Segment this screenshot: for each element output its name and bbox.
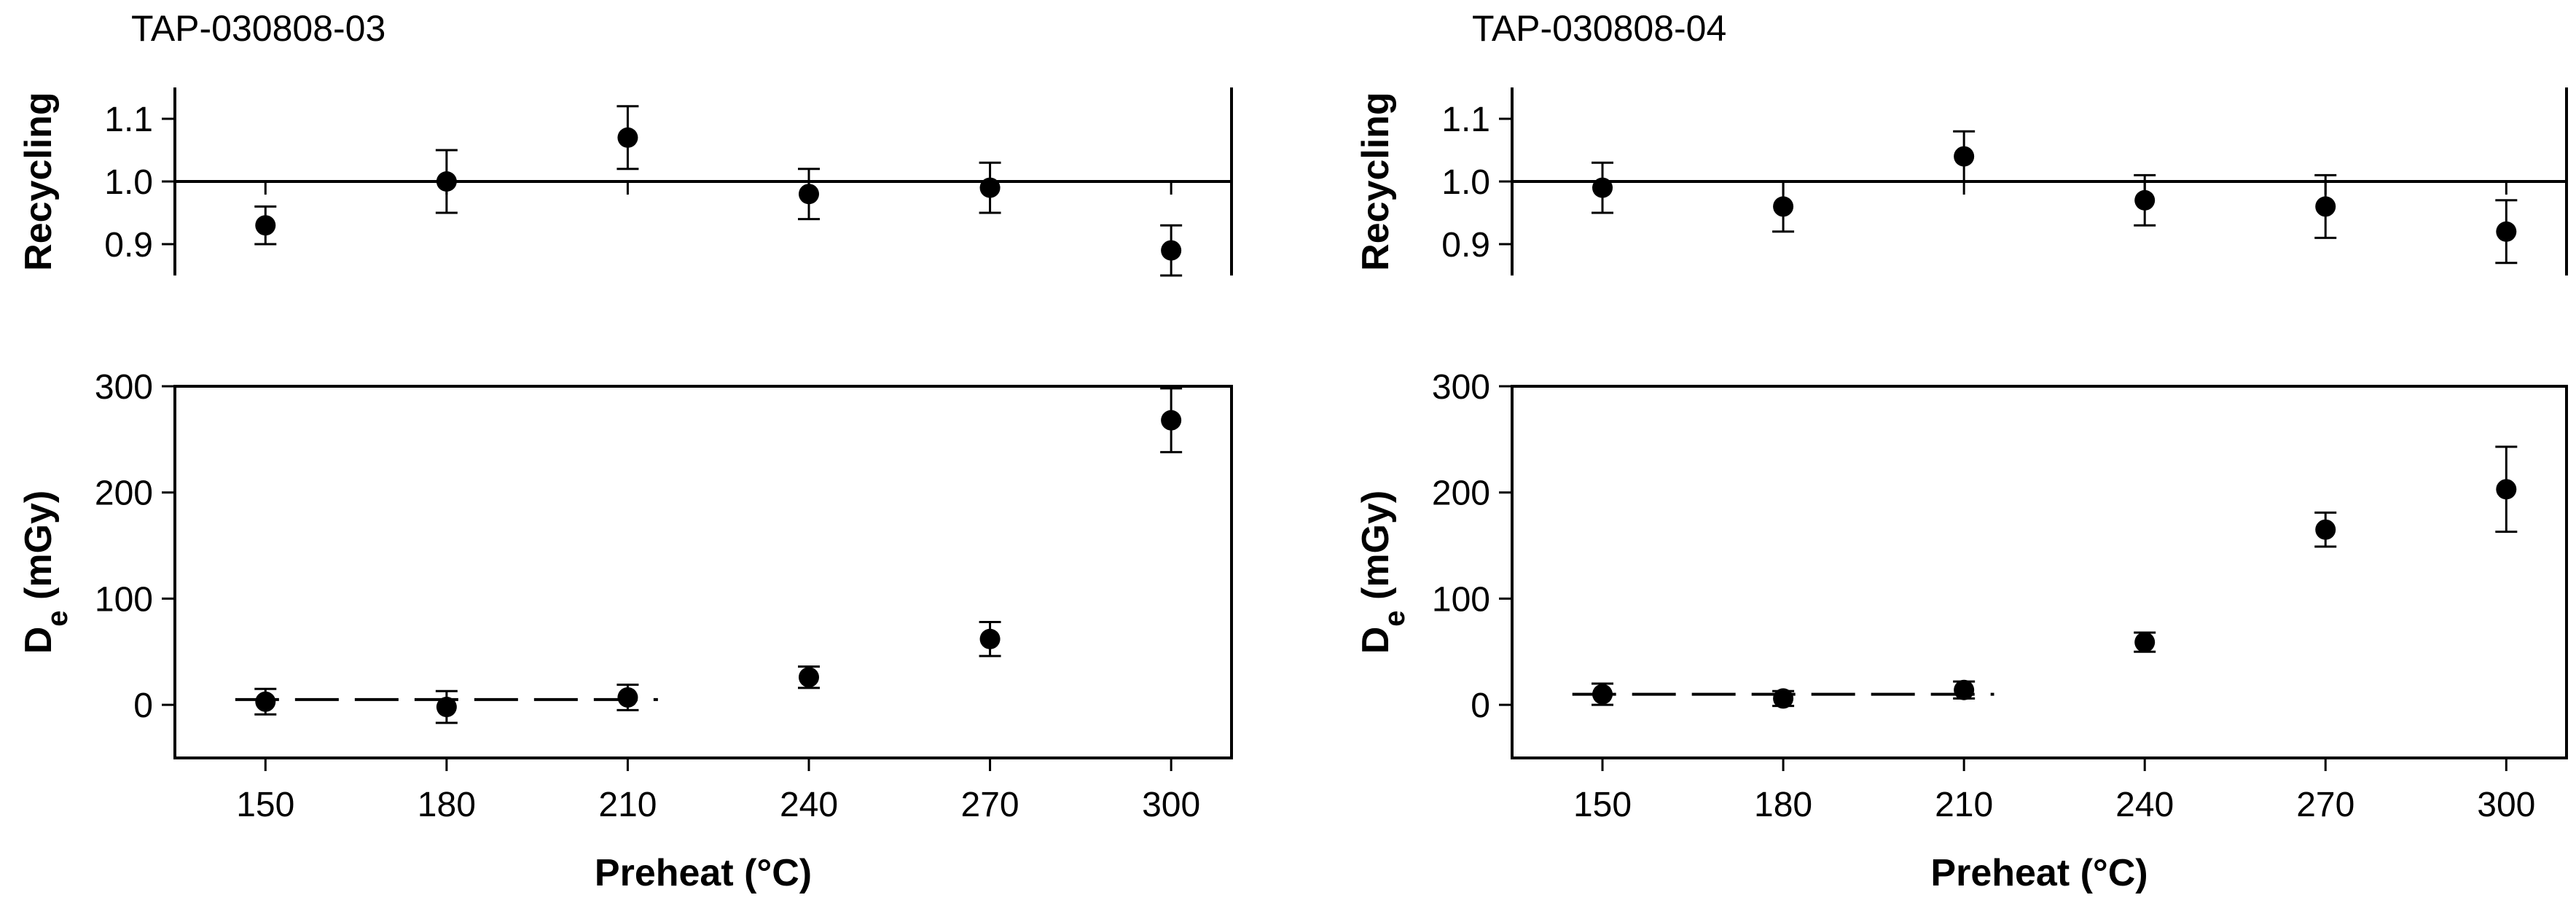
y-tick-label: 0.9 xyxy=(104,226,153,265)
chart-title-left: TAP-030808-03 xyxy=(131,8,386,49)
data-point xyxy=(1773,196,1794,217)
y-axis-label: De (mGy) xyxy=(17,490,74,654)
data-point xyxy=(436,697,457,718)
panel-recycling: 0.9 1.0 1.1 Recycling xyxy=(1355,87,2568,275)
chart-title-right: TAP-030808-04 xyxy=(1472,8,1727,49)
data-point xyxy=(2315,519,2336,540)
data-point xyxy=(617,127,638,148)
data-point xyxy=(2315,196,2336,217)
data-point xyxy=(436,171,457,192)
y-tick-label: 100 xyxy=(1432,580,1490,619)
y-tick-label: 0 xyxy=(1471,687,1490,725)
data-point xyxy=(2496,221,2517,242)
data-point xyxy=(1161,240,1182,261)
data-point xyxy=(979,628,1001,649)
x-tick-label: 300 xyxy=(1142,786,1200,824)
y-tick-label: 300 xyxy=(1432,368,1490,407)
x-tick-label: 210 xyxy=(598,786,657,824)
data-point xyxy=(799,667,819,688)
plot-frame xyxy=(1511,385,2568,759)
plot-frame xyxy=(173,385,1233,759)
x-tick-label: 240 xyxy=(780,786,838,824)
chart-left: 0.9 1.0 1.1 Recycling 150 180 210 240 270 300 Preh… xyxy=(17,87,1233,894)
y-tick-label: 300 xyxy=(95,368,153,407)
data-point xyxy=(2496,479,2517,500)
data-point xyxy=(1592,684,1613,705)
data-point xyxy=(255,691,276,712)
x-tick-label: 150 xyxy=(1573,786,1632,824)
panel-de: 150 180 210 240 270 300 Preheat (°C) 0 100 200 300… xyxy=(1355,368,2568,894)
y-tick-label: 200 xyxy=(95,474,153,513)
y-axis-label: Recycling xyxy=(17,92,60,271)
data-point xyxy=(1954,679,1975,700)
y-axis-label: Recycling xyxy=(1355,92,1397,271)
x-tick-label: 240 xyxy=(2115,786,2174,824)
x-axis-label: Preheat (°C) xyxy=(595,852,812,894)
y-tick-label: 0.9 xyxy=(1441,226,1490,265)
x-tick-label: 270 xyxy=(961,786,1019,824)
data-point xyxy=(1161,410,1182,431)
data-point xyxy=(979,177,1001,198)
data-point xyxy=(255,215,276,236)
panel-de: 150 180 210 240 270 300 Preheat (°C) 0 100 200 300… xyxy=(17,368,1233,894)
x-tick-label: 270 xyxy=(2296,786,2354,824)
y-tick-label: 1.0 xyxy=(104,163,153,202)
data-point xyxy=(2134,189,2156,211)
x-tick-label: 210 xyxy=(1935,786,1993,824)
data-point xyxy=(1954,146,1975,167)
data-point xyxy=(1592,177,1613,198)
x-tick-label: 180 xyxy=(418,786,476,824)
y-tick-label: 0 xyxy=(133,687,153,725)
y-tick-label: 1.1 xyxy=(104,101,153,139)
data-point xyxy=(1773,688,1794,709)
x-tick-label: 180 xyxy=(1754,786,1812,824)
data-point xyxy=(617,687,638,708)
x-tick-label: 150 xyxy=(236,786,294,824)
data-point xyxy=(2134,632,2156,653)
x-axis-label: Preheat (°C) xyxy=(1930,852,2148,894)
chart-right: 0.9 1.0 1.1 Recycling 150 180 210 240 270 300 Preh… xyxy=(1355,87,2568,894)
y-tick-label: 200 xyxy=(1432,474,1490,513)
y-tick-label: 1.1 xyxy=(1441,101,1490,139)
y-tick-label: 100 xyxy=(95,580,153,619)
x-tick-label: 300 xyxy=(2477,786,2535,824)
y-axis-label: De (mGy) xyxy=(1355,490,1411,654)
data-point xyxy=(799,184,819,205)
y-tick-label: 1.0 xyxy=(1441,163,1490,202)
panel-recycling: 0.9 1.0 1.1 Recycling xyxy=(17,87,1233,277)
